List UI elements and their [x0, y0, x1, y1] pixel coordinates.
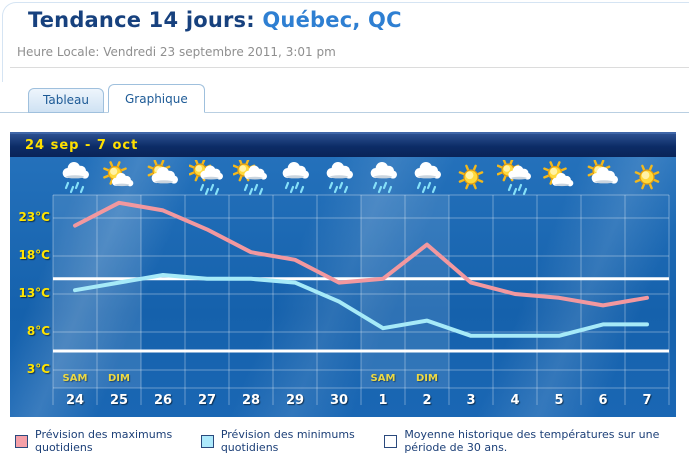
x-axis-date-label: 1: [378, 393, 388, 408]
x-axis-date-label: 29: [285, 393, 305, 408]
weekend-highlight: [361, 195, 405, 388]
legend-label-2: Moyenne historique des températures sur …: [404, 428, 660, 454]
legend-item-0: Prévision des maximums quotidiens: [15, 428, 174, 454]
legend-swatch-0: [15, 434, 28, 448]
chart-date-range: 24 sep - 7 oct: [10, 132, 676, 157]
weekday-label: SAM: [62, 373, 88, 384]
partly-cloudy-icon: [101, 160, 137, 196]
rain-icon: [365, 160, 401, 196]
y-axis-label: 8°C: [26, 324, 50, 338]
sun-rain-icon: [497, 160, 533, 196]
x-axis-date-label: 30: [329, 393, 349, 408]
x-axis-date-label: 4: [510, 393, 520, 408]
legend-item-2: Moyenne historique des températures sur …: [384, 428, 662, 454]
tab-tableau[interactable]: Tableau: [28, 88, 104, 113]
rain-icon: [409, 160, 445, 196]
x-axis-date-label: 27: [197, 393, 217, 408]
legend-swatch-2: [384, 434, 398, 448]
weekday-label: DIM: [416, 373, 438, 384]
mostly-cloudy-icon: [145, 160, 181, 196]
x-axis-date-label: 3: [466, 393, 476, 408]
y-axis-label: 3°C: [26, 362, 50, 376]
x-axis-date-label: 2: [422, 393, 432, 408]
weekday-label: SAM: [370, 373, 396, 384]
local-time-text: Heure Locale: Vendredi 23 septembre 2011…: [17, 45, 336, 59]
weekend-highlight: [97, 195, 141, 388]
legend-label-1: Prévision des minimums quotidiens: [220, 428, 355, 454]
x-axis-date-label: 24: [65, 393, 85, 408]
rain-icon: [277, 160, 313, 196]
sun-rain-icon: [233, 160, 269, 196]
weekend-highlight: [405, 195, 449, 388]
x-axis-date-label: 7: [642, 393, 652, 408]
series-line: [73, 273, 649, 338]
chart-legend: Prévision des maximums quotidiens Prévisi…: [15, 428, 689, 454]
x-axis-date-label: 28: [241, 393, 261, 408]
tab-graphique[interactable]: Graphique: [108, 84, 205, 113]
forecast-chart-panel: 24 sep - 7 oct: [10, 132, 676, 417]
x-axis-date-label: 25: [109, 393, 129, 408]
view-tabs: Tableau Graphique: [28, 84, 209, 113]
legend-item-1: Prévision des minimums quotidiens: [200, 428, 357, 454]
legend-label-0: Prévision des maximums quotidiens: [35, 428, 173, 454]
y-axis-label: 13°C: [18, 286, 50, 300]
rain-icon: [57, 160, 93, 196]
sun-rain-icon: [189, 160, 225, 196]
partly-cloudy-icon: [541, 160, 577, 196]
series-line: [73, 200, 649, 308]
chart-canvas: [52, 194, 670, 405]
mostly-cloudy-icon: [585, 160, 621, 196]
sunny-icon: [453, 160, 489, 196]
page-title: Tendance 14 jours: Québec, QC: [28, 8, 402, 32]
tabs-underline: [0, 112, 689, 113]
page-title-prefix: Tendance 14 jours:: [28, 8, 255, 32]
header-divider: [10, 67, 689, 68]
weekday-label: DIM: [108, 373, 130, 384]
y-axis-label: 23°C: [18, 210, 50, 224]
x-axis-date-label: 26: [153, 393, 173, 408]
legend-swatch-1: [200, 434, 214, 448]
sunny-icon: [629, 160, 665, 196]
chart-plot-area: 23°C 18°C 13°C 8°C 3°C SAM DIM SAM DIM 24 25 26 27 28…: [10, 157, 676, 417]
y-axis-label: 18°C: [18, 248, 50, 262]
page-title-location: Québec, QC: [254, 8, 402, 32]
x-axis-date-label: 5: [554, 393, 564, 408]
rain-icon: [321, 160, 357, 196]
x-axis-date-label: 6: [598, 393, 608, 408]
